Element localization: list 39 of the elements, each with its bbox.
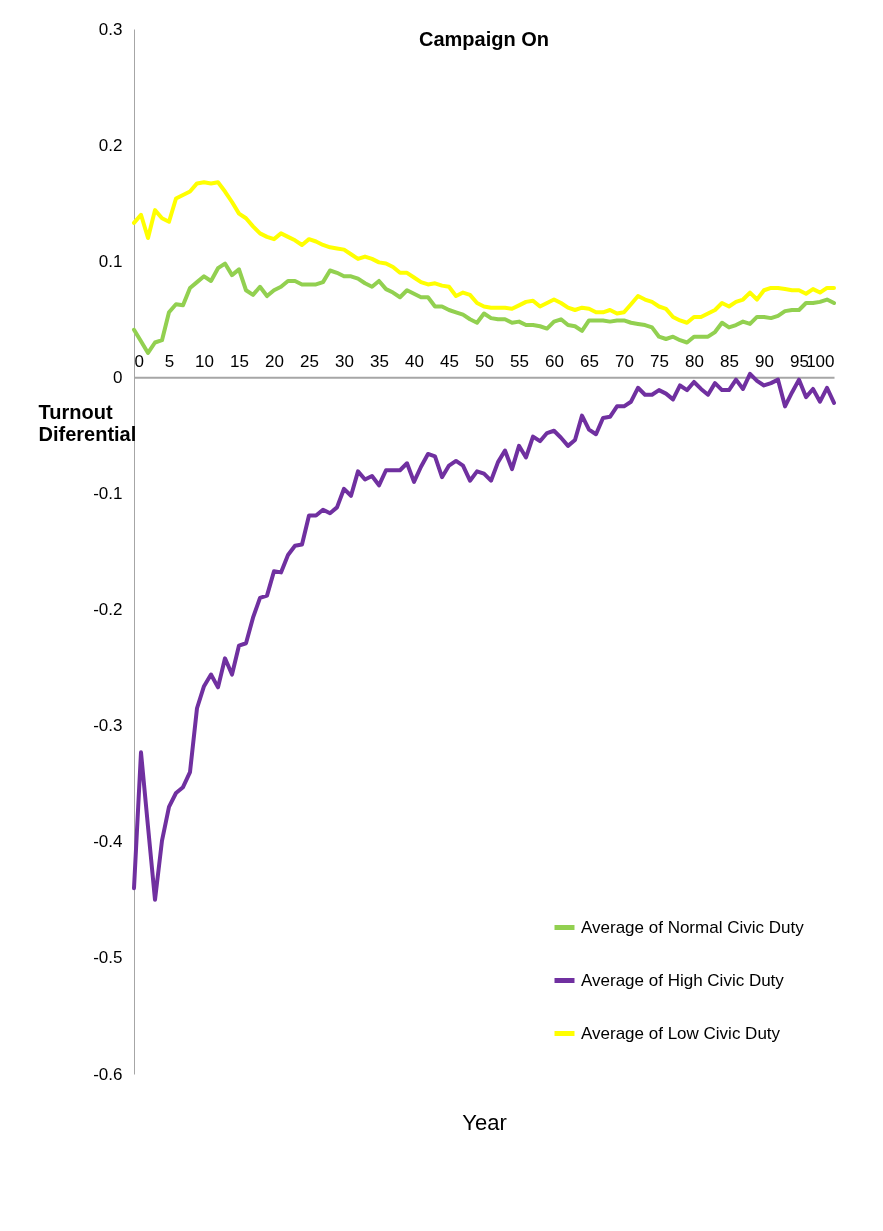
y-tick-label: 0.2 [98, 135, 123, 155]
x-tick-label: 45 [440, 351, 459, 371]
y-tick-label: -0.1 [93, 483, 123, 503]
y-tick-label: -0.6 [93, 1064, 123, 1084]
x-tick-label: 75 [650, 351, 669, 371]
x-tick-label: 5 [164, 351, 175, 371]
y-tick-label: 0 [113, 367, 123, 387]
legend-label: Average of Normal Civic Duty [581, 917, 805, 937]
y-tick-label: -0.4 [93, 832, 123, 852]
x-tick-label: 40 [405, 351, 424, 371]
legend-label: Average of Low Civic Duty [581, 1023, 781, 1043]
x-tick-label: 65 [580, 351, 599, 371]
x-tick-label: 15 [230, 351, 249, 371]
x-tick-label: 85 [720, 351, 739, 371]
x-tick-label: 55 [510, 351, 529, 371]
x-tick-label: 80 [685, 351, 704, 371]
x-axis-title: Year [462, 1109, 507, 1135]
chart-title: Campaign On [418, 28, 550, 50]
legend-label: Average of High Civic Duty [581, 970, 785, 990]
y-tick-label: -0.2 [93, 600, 123, 620]
x-tick-label: 35 [370, 351, 389, 371]
y-tick-label: 0.1 [98, 251, 123, 271]
y-tick-label: -0.3 [93, 716, 123, 736]
x-tick-label: 30 [335, 351, 354, 371]
x-tick-label: 95 [790, 351, 809, 371]
x-tick-label: 100 [806, 351, 835, 371]
x-tick-label: 50 [475, 351, 494, 371]
y-axis-title: Turnout Diferential [38, 400, 137, 445]
x-tick-label: 10 [195, 351, 214, 371]
x-tick-label: 0 [134, 351, 144, 371]
x-tick-label: 70 [615, 351, 634, 371]
y-tick-label: 0.3 [98, 19, 123, 39]
line-series [132, 180, 836, 325]
x-tick-label: 25 [300, 351, 319, 371]
x-tick-label: 20 [265, 351, 284, 371]
x-tick-label: 60 [545, 351, 564, 371]
y-tick-label: -0.5 [93, 948, 123, 968]
line-series [132, 261, 836, 355]
x-tick-label: 90 [755, 351, 774, 371]
